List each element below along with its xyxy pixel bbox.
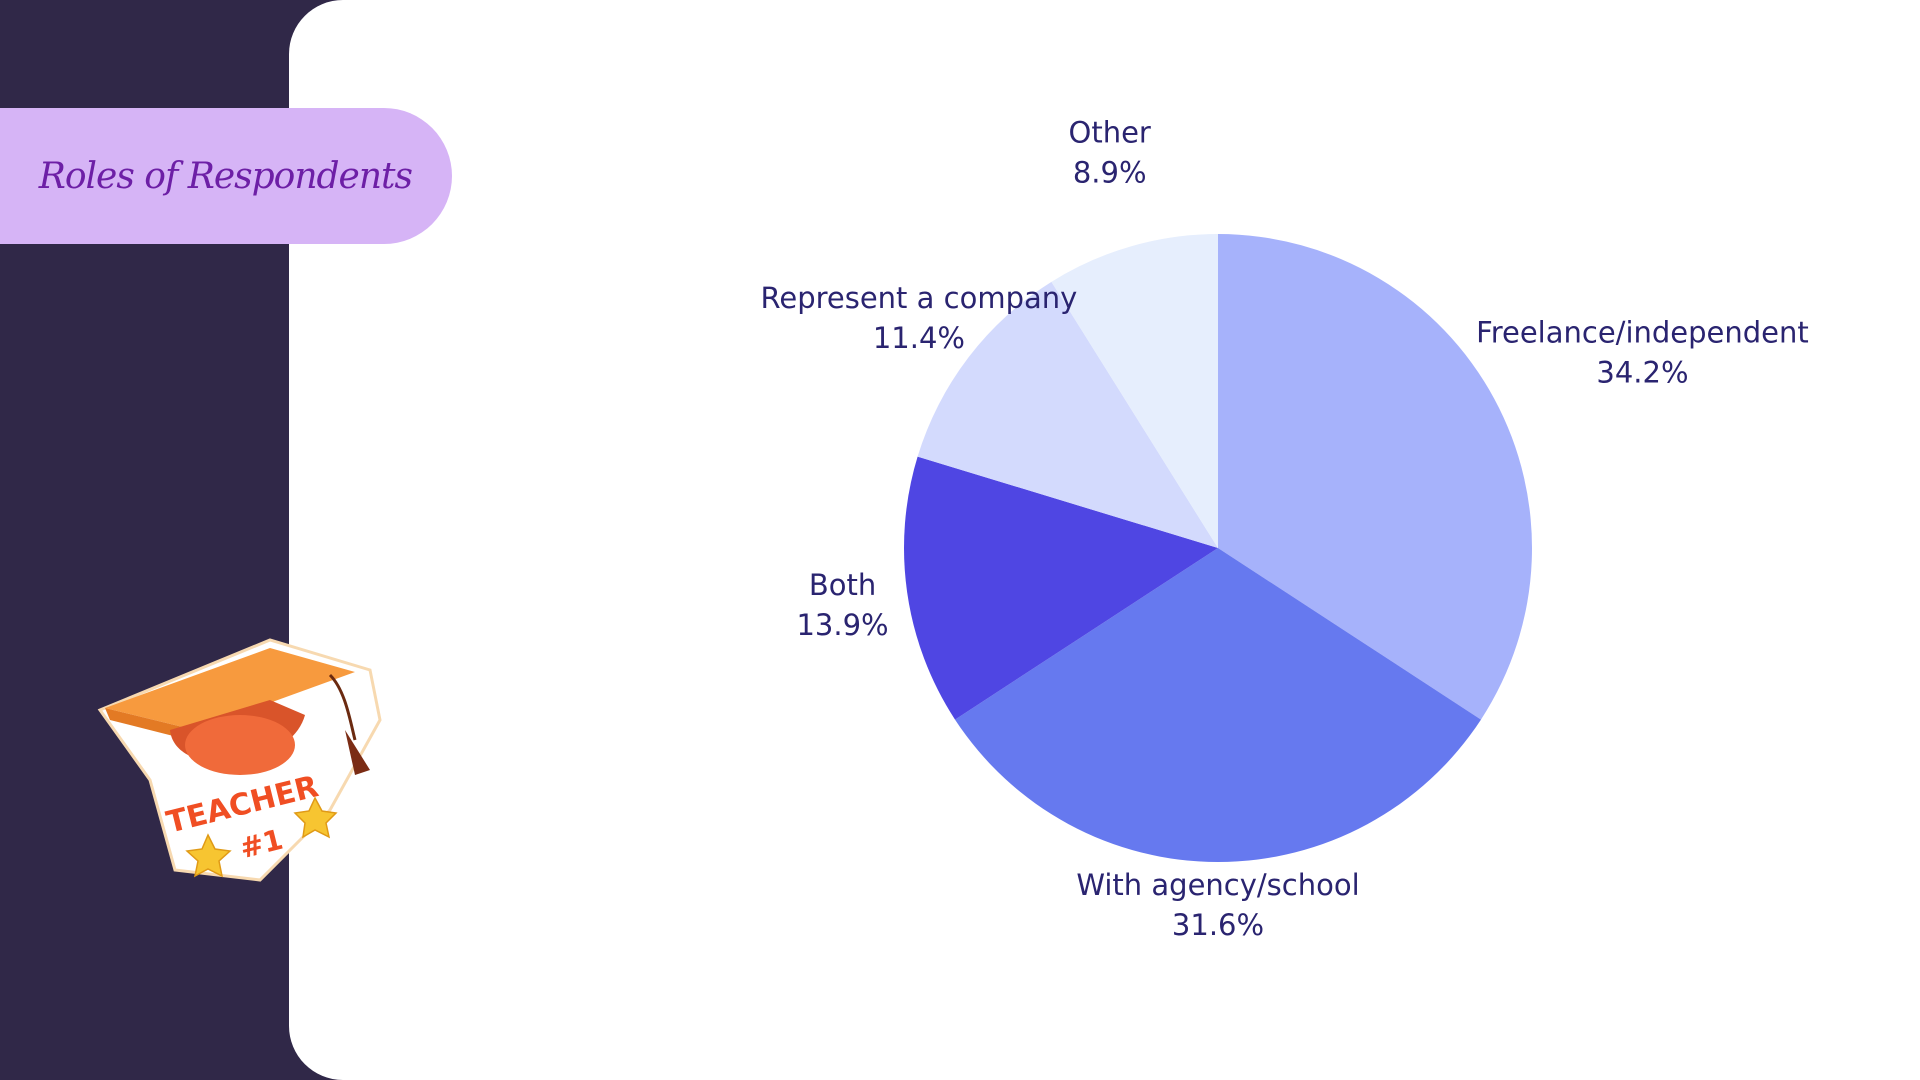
slice-label-category: Freelance/independent <box>1476 316 1809 350</box>
pie-slice-other <box>1051 234 1218 548</box>
pie-slice-both <box>904 456 1218 720</box>
slice-label-value: 8.9% <box>1073 156 1147 190</box>
slice-label-category: Represent a company <box>761 281 1078 315</box>
slice-label-value: 31.6% <box>1172 908 1264 942</box>
slice-label-category: With agency/school <box>1076 868 1359 902</box>
slice-label-category: Other <box>1069 116 1151 150</box>
slice-label-value: 11.4% <box>873 321 965 355</box>
slide-title: Roles of Respondents <box>38 155 413 197</box>
pie-slice-freelance-independent <box>1218 234 1532 720</box>
teacher-graduation-cap-sticker-icon: TEACHER #1 <box>97 638 382 882</box>
pie-slice-represent-a-company <box>917 281 1218 548</box>
title-pill: Roles of Respondents <box>0 108 452 244</box>
slice-label-value: 34.2% <box>1596 356 1688 390</box>
slice-label-category: Both <box>809 568 876 602</box>
slice-label-value: 13.9% <box>796 608 888 642</box>
pie-slice-with-agency-school <box>955 548 1481 862</box>
